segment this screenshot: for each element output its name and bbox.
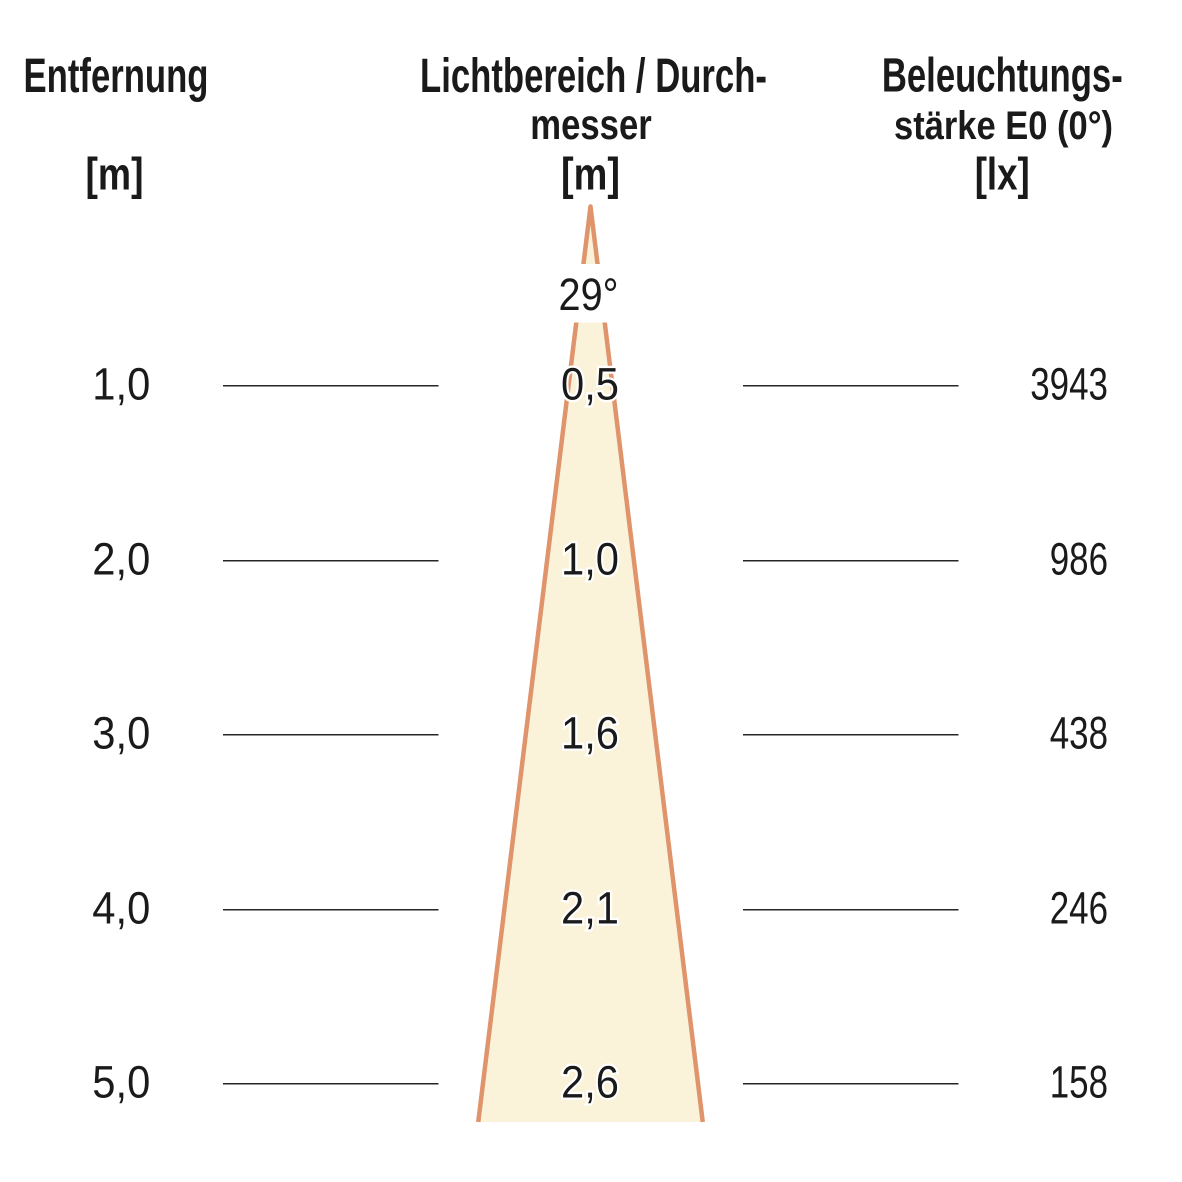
svg-text:1,6: 1,6 <box>561 709 619 759</box>
svg-text:4,0: 4,0 <box>92 884 150 934</box>
svg-text:2,1: 2,1 <box>561 884 619 934</box>
svg-text:0,5: 0,5 <box>561 360 619 410</box>
svg-text:[m]: [m] <box>86 149 144 199</box>
svg-text:5,0: 5,0 <box>92 1058 150 1108</box>
svg-text:1,0: 1,0 <box>92 360 150 410</box>
svg-text:246: 246 <box>1050 883 1108 933</box>
svg-text:Entfernung: Entfernung <box>24 48 209 102</box>
svg-text:2,0: 2,0 <box>92 535 150 585</box>
svg-text:Beleuchtungs-: Beleuchtungs- <box>882 48 1123 102</box>
svg-text:3,0: 3,0 <box>92 709 150 759</box>
svg-text:messer: messer <box>530 102 651 149</box>
svg-text:158: 158 <box>1050 1057 1108 1107</box>
svg-text:986: 986 <box>1050 534 1108 584</box>
svg-text:438: 438 <box>1050 708 1108 758</box>
svg-text:[lx]: [lx] <box>975 149 1030 199</box>
svg-text:2,6: 2,6 <box>561 1058 619 1108</box>
svg-text:29°: 29° <box>559 270 619 320</box>
svg-text:[m]: [m] <box>561 148 620 199</box>
svg-text:stärke E0 (0°): stärke E0 (0°) <box>894 103 1113 148</box>
svg-text:1,0: 1,0 <box>561 535 619 585</box>
svg-text:Lichtbereich / Durch-: Lichtbereich / Durch- <box>420 48 767 102</box>
svg-text:3943: 3943 <box>1030 359 1108 409</box>
